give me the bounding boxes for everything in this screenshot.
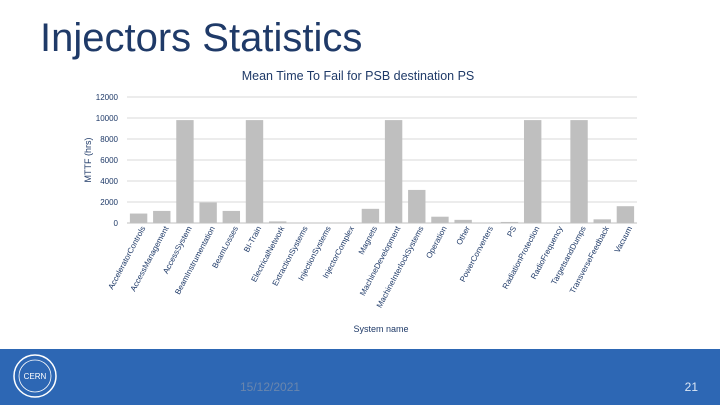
x-tick-label: Operation [424, 225, 448, 260]
bar [338, 222, 356, 223]
bar [616, 206, 635, 223]
y-tick-label: 2000 [100, 198, 118, 207]
bar [431, 216, 449, 223]
cern-logo-icon: CERN [13, 354, 57, 398]
bar [222, 210, 241, 223]
cern-logo-text: CERN [24, 372, 47, 381]
page-number: 21 [684, 380, 698, 394]
y-tick-labels: 0 2000 4000 6000 8000 10000 12000 [96, 93, 119, 228]
x-tick-label: Magnets [357, 225, 379, 256]
footer-date: 15/12/2021 [240, 380, 301, 394]
y-tick-label: 4000 [100, 177, 118, 186]
y-tick-label: 12000 [96, 93, 119, 102]
bar [500, 221, 519, 223]
y-tick-label: 10000 [96, 114, 119, 123]
x-tick-label: BI-Train [242, 225, 263, 254]
bar-chart: Mean Time To Fail for PSB destination PS… [83, 69, 637, 334]
bar [523, 120, 542, 223]
chart-title: Mean Time To Fail for PSB destination PS [242, 69, 475, 83]
x-tick-labels: AcceleratorControlsAccessManagementAcces… [106, 224, 634, 310]
chart-container: Mean Time To Fail for PSB destination PS… [83, 69, 637, 334]
bar [361, 208, 380, 223]
bar [245, 120, 264, 223]
x-tick-label: Vacuum [613, 224, 635, 254]
bar [153, 210, 171, 223]
bar [454, 219, 472, 223]
bar [129, 213, 148, 223]
bar [593, 219, 611, 223]
y-axis-label: MTTF (hrs) [83, 138, 93, 183]
y-tick-label: 0 [114, 219, 119, 228]
footer-bar: CERN 15/12/2021 21 [0, 349, 720, 405]
bar [176, 120, 194, 223]
slide-title: Injectors Statistics [40, 16, 363, 60]
x-tick-label: Other [455, 224, 472, 246]
bar [199, 202, 217, 223]
bar [268, 221, 287, 223]
x-tick-label: MachineInterlockSystems [375, 225, 426, 310]
y-tick-label: 8000 [100, 135, 118, 144]
bars [129, 120, 635, 223]
bar [570, 120, 588, 223]
y-tick-label: 6000 [100, 156, 118, 165]
bar [408, 189, 426, 223]
bar [384, 120, 403, 223]
x-tick-label: PS [505, 225, 518, 239]
x-axis-label: System name [353, 324, 408, 334]
